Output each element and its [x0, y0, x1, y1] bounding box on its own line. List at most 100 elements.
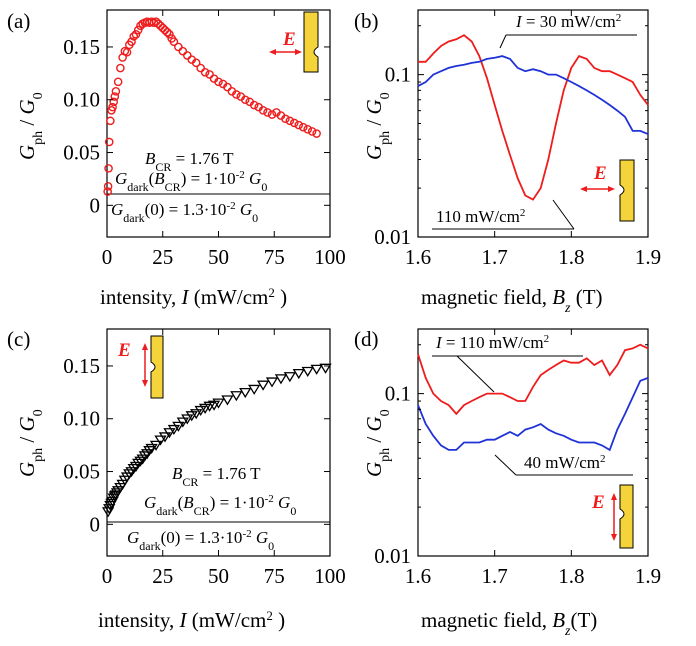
panel-d-efield-label: E	[591, 492, 605, 513]
panel-a-yticks: 0 0.05 0.10 0.15	[63, 35, 330, 217]
data-point	[104, 137, 114, 147]
data-point	[103, 187, 112, 196]
xtick-label: 100	[314, 564, 346, 588]
panel-a-efield-label: E	[282, 29, 296, 50]
series-line-1	[417, 55, 649, 135]
data-point	[263, 108, 272, 117]
xtick-label: 1.6	[405, 564, 431, 588]
xtick-label: 1.8	[558, 245, 584, 269]
panel-d: (d) I = 110 mW/cm2 40 mW/cm2 E 1.6 1.7 1.8…	[354, 327, 661, 639]
data-point	[127, 37, 136, 46]
xtick-label: 100	[314, 245, 346, 269]
data-point	[319, 363, 332, 374]
panel-a: (a) BCR = 1.76 T Gdark(BCR) = 1·10-2 G0 …	[7, 9, 346, 309]
data-point	[240, 95, 250, 105]
series-line-0	[418, 34, 649, 201]
xtick-label: 1.8	[558, 564, 584, 588]
ytick-label: 0.05	[63, 460, 100, 484]
data-point	[109, 97, 118, 107]
data-point	[153, 19, 163, 29]
data-point	[106, 116, 115, 126]
data-point	[151, 17, 161, 26]
panel-b-ylabel: Gph / G0	[362, 92, 393, 160]
panel-c: (c) BCR = 1.76 T Gdark(BCR) = 1·10-2 G0 …	[7, 327, 346, 632]
panel-b-ann-blue: I = 30 mW/cm2	[515, 12, 621, 31]
data-point	[132, 458, 145, 469]
xtick-label: 75	[264, 564, 285, 588]
data-point	[292, 368, 305, 380]
panel-d-ann-blue-leader	[494, 454, 517, 476]
xtick-label: 25	[152, 564, 173, 588]
panel-b-efield-icon: E	[580, 159, 635, 222]
data-point	[167, 424, 181, 436]
panel-d-efield-icon: E	[591, 484, 634, 549]
data-point	[307, 127, 317, 136]
data-point	[172, 421, 185, 432]
panel-a-plot	[103, 17, 321, 196]
data-point	[181, 414, 194, 425]
data-point	[274, 374, 288, 385]
xtick-label: 50	[208, 564, 229, 588]
panel-c-efield-icon: E	[117, 335, 164, 399]
data-point	[290, 118, 299, 128]
panel-b-yticks: 0.01 0.1	[374, 25, 648, 249]
panel-b-plot	[417, 34, 649, 201]
data-point	[113, 77, 123, 87]
xtick-label: 1.6	[405, 245, 431, 269]
xtick-label: 0	[102, 245, 113, 269]
data-point	[156, 21, 165, 31]
panel-a-ylabel: Gph / G0	[15, 92, 46, 160]
data-point	[149, 440, 163, 451]
data-point	[267, 110, 277, 119]
ytick-label: 0.1	[385, 382, 411, 406]
data-point	[221, 395, 234, 406]
data-point	[223, 82, 232, 92]
data-point	[104, 164, 113, 173]
panel-c-bcr: BCR = 1.76 T	[172, 464, 261, 489]
panel-b-ann-red: 110 mW/cm2	[436, 207, 525, 226]
data-point	[123, 469, 136, 480]
data-point	[214, 77, 223, 87]
panel-d-xticks: 1.6 1.7 1.8 1.9	[405, 329, 661, 588]
panel-b-label: (b)	[354, 9, 379, 33]
ytick-label: 0	[90, 512, 101, 536]
data-point	[116, 63, 125, 73]
ytick-label: 0.01	[374, 544, 411, 568]
data-point	[182, 51, 192, 60]
data-point	[165, 29, 174, 39]
panel-c-xlabel: intensity, I (mW/cm2 )	[98, 608, 285, 633]
ytick-label: 0.1	[385, 63, 411, 87]
panel-d-label: (d)	[354, 327, 379, 351]
panel-c-plot	[101, 363, 332, 518]
data-point	[248, 384, 261, 395]
data-point	[111, 86, 121, 96]
data-point	[131, 29, 141, 39]
panel-d-xlabel: magnetic field, Bz(T)	[421, 608, 597, 639]
panel-b-xticks: 1.6 1.7 1.8 1.9	[405, 10, 661, 269]
panel-d-ann-red: I = 110 mW/cm2	[435, 333, 549, 352]
data-point	[298, 122, 308, 132]
data-point	[127, 463, 140, 475]
series-line-1	[417, 377, 649, 452]
data-point	[310, 364, 323, 375]
data-point	[312, 129, 321, 138]
panel-c-ylabel: Gph / G0	[15, 409, 46, 477]
data-point	[129, 32, 139, 41]
panel-d-ann-red-leader	[456, 355, 495, 393]
data-point	[169, 37, 179, 46]
xtick-label: 25	[152, 245, 173, 269]
panel-b: (b) I = 30 mW/cm2 110 mW/cm2 E 1.6 1.7 1.8…	[354, 9, 661, 316]
data-point	[158, 432, 172, 443]
ytick-label: 0.10	[63, 407, 100, 431]
panel-a-efield-icon: E	[269, 11, 319, 73]
ytick-label: 0.10	[63, 88, 100, 112]
data-point	[230, 391, 243, 402]
data-point	[138, 451, 152, 462]
data-point	[158, 23, 168, 33]
data-point	[103, 182, 113, 191]
panel-a-xticks: 0 25 50 75 100	[102, 10, 346, 269]
data-point	[133, 25, 143, 35]
data-point	[200, 67, 210, 77]
xtick-label: 1.7	[482, 245, 508, 269]
